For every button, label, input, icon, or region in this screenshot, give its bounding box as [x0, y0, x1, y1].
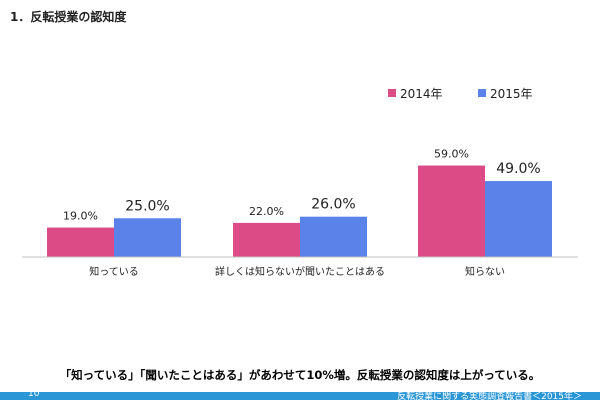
category-label-1: 詳しくは知らないが聞いたことはある [215, 265, 385, 278]
conclusion-text: 「知っている」「聞いたことはある」があわせて10%増。反転授業の認知度は上がって… [59, 368, 541, 382]
bar-2015-0 [114, 218, 181, 257]
bar-2014-0 [47, 227, 114, 257]
legend-swatch-2014 [388, 89, 396, 97]
footer-document-title: 反転授業に関する実態調査報告書＜2015年＞ [397, 392, 582, 400]
bar-2014-2 [418, 165, 485, 257]
value-label-2015-2: 49.0% [496, 161, 540, 177]
chart-bars [47, 165, 552, 257]
page-number: 10 [28, 392, 40, 399]
slide-title: 1．反転授業の認知度 [10, 10, 127, 24]
value-label-2015-1: 26.0% [311, 197, 355, 213]
category-label-0: 知っている [89, 265, 139, 278]
category-label-2: 知らない [465, 265, 505, 278]
bar-2015-1 [300, 216, 367, 257]
bar-chart: 2014年 2015年 19.0% 22.0% 59.0% 25.0% 26.0% 49.0… [22, 87, 578, 278]
legend-swatch-2015 [478, 89, 486, 97]
value-label-2014-1: 22.0% [249, 205, 284, 218]
footer-bar: 10 反転授業に関する実態調査報告書＜2015年＞ [0, 392, 600, 400]
legend-label-2014: 2014年 [400, 87, 443, 101]
chart-legend: 2014年 2015年 [388, 87, 533, 101]
chart-value-labels: 19.0% 22.0% 59.0% 25.0% 26.0% 49.0% [63, 148, 541, 223]
value-label-2014-2: 59.0% [434, 148, 469, 161]
bar-2014-1 [233, 222, 300, 257]
legend-label-2015: 2015年 [490, 87, 533, 101]
chart-category-labels: 知っている 詳しくは知らないが聞いたことはある 知らない [89, 265, 505, 278]
value-label-2014-0: 19.0% [63, 210, 98, 223]
bar-2015-2 [485, 181, 552, 257]
value-label-2015-0: 25.0% [125, 198, 169, 214]
